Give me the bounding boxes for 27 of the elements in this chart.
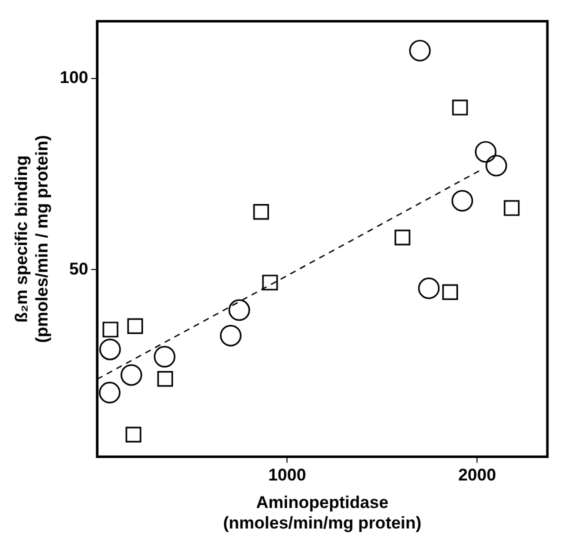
y-tick-label: 100 <box>60 68 88 88</box>
point <box>154 346 176 368</box>
point <box>474 141 496 163</box>
point <box>504 200 520 216</box>
point <box>99 338 121 360</box>
point <box>126 426 142 443</box>
point <box>98 382 120 404</box>
point <box>452 100 468 116</box>
point <box>220 324 242 346</box>
point <box>418 277 440 300</box>
point <box>394 230 410 246</box>
x-tick-label: 2000 <box>458 466 496 485</box>
y-tick-label: 50 <box>69 259 88 278</box>
point <box>102 322 118 338</box>
x-axis-title: Aminopeptidase (nmoles/min/mg protein) <box>223 493 422 532</box>
point <box>157 370 174 387</box>
point <box>253 204 269 220</box>
point <box>228 299 250 321</box>
point <box>120 364 142 386</box>
point <box>262 274 278 290</box>
point <box>442 284 458 300</box>
point <box>127 318 144 334</box>
y-axis-title: ß₂m specific binding (pmoles/min / mg protein) <box>12 135 52 343</box>
x-tick-label: 1000 <box>268 466 306 485</box>
point <box>409 40 431 62</box>
point <box>485 154 508 176</box>
point <box>451 190 474 212</box>
